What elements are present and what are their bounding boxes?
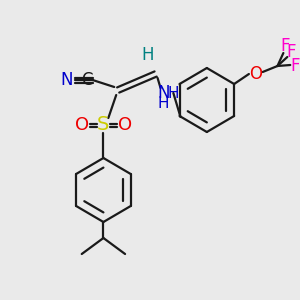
Text: N: N bbox=[157, 84, 170, 102]
Text: F: F bbox=[290, 57, 300, 75]
Text: C: C bbox=[81, 71, 92, 89]
Text: H: H bbox=[142, 46, 154, 64]
Text: N: N bbox=[61, 71, 73, 89]
Text: O: O bbox=[249, 65, 262, 83]
Text: H: H bbox=[158, 95, 169, 110]
Text: S: S bbox=[97, 116, 110, 134]
Text: H: H bbox=[168, 85, 179, 100]
Text: F: F bbox=[286, 43, 296, 61]
Text: O: O bbox=[75, 116, 89, 134]
Text: F: F bbox=[280, 37, 290, 55]
Text: O: O bbox=[118, 116, 132, 134]
